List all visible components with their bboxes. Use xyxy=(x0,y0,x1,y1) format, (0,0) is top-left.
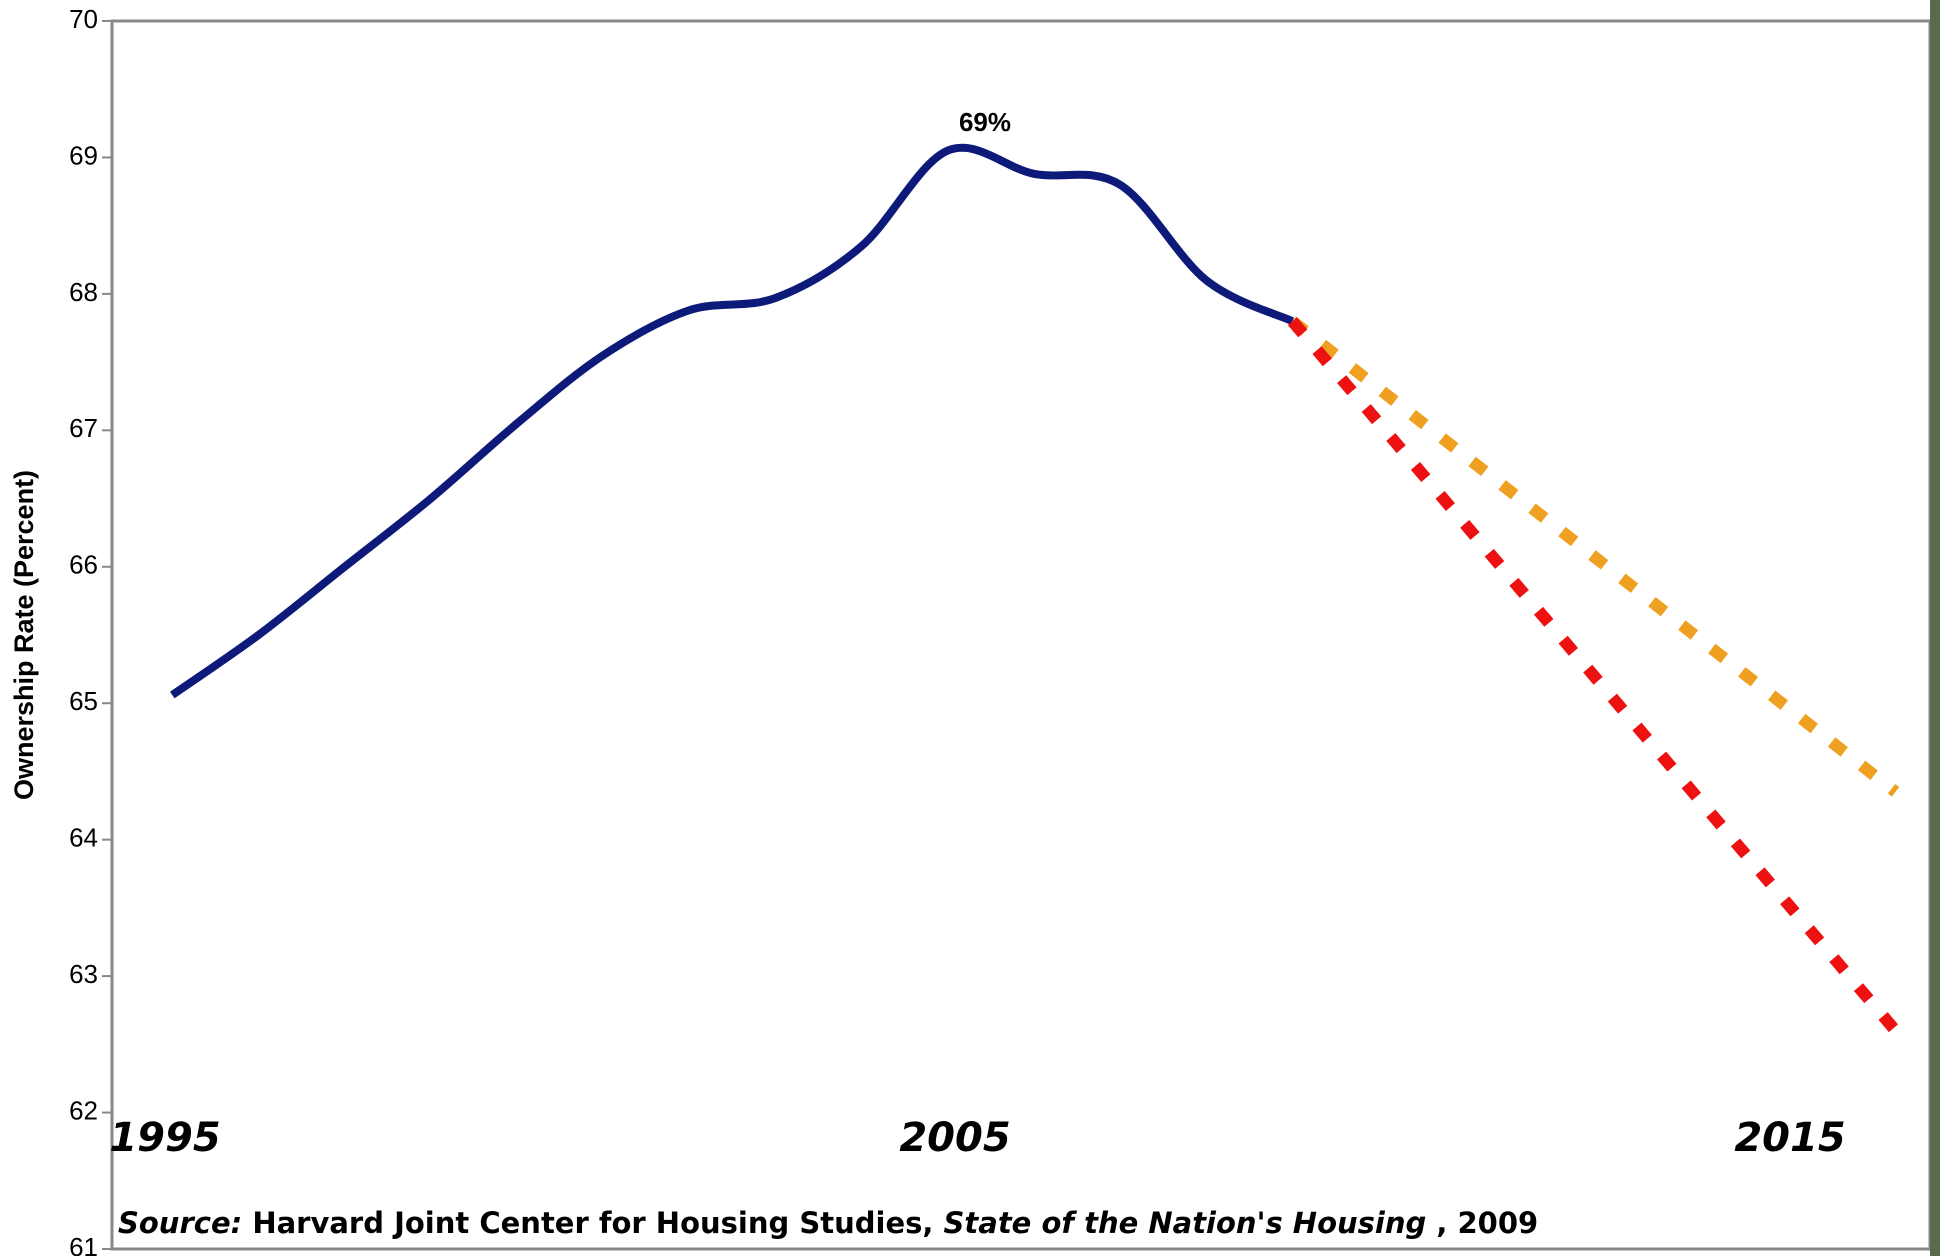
source-title: State of the Nation's Housing xyxy=(944,1206,1427,1240)
projection-line xyxy=(1287,317,1901,1035)
y-axis-label: Ownership Rate (Percent) xyxy=(9,470,39,800)
y-tick-label: 61 xyxy=(69,1232,98,1256)
y-tick-label: 64 xyxy=(69,823,98,853)
year-label: 2005 xyxy=(899,1115,1010,1161)
right-edge xyxy=(1930,0,1940,1256)
plot-area xyxy=(110,19,1932,1251)
peak-label: 69% xyxy=(959,107,1011,137)
y-tick-label: 69 xyxy=(69,140,98,170)
y-tick-label: 66 xyxy=(69,550,98,580)
source-note: Source: Harvard Joint Center for Housing… xyxy=(118,1206,1538,1240)
projection-line xyxy=(1288,316,1900,797)
source-org: Harvard Joint Center for Housing Studies… xyxy=(242,1206,943,1240)
y-tick-label: 62 xyxy=(69,1095,98,1125)
y-tick-label: 67 xyxy=(69,413,98,443)
y-tick-label: 70 xyxy=(69,4,98,34)
y-tick-label: 63 xyxy=(69,959,98,989)
source-lead: Source: xyxy=(118,1206,242,1240)
year-label: 2015 xyxy=(1734,1115,1845,1161)
data-line xyxy=(170,143,1295,699)
source-year: , 2009 xyxy=(1426,1206,1538,1240)
y-tick-label: 68 xyxy=(69,277,98,307)
y-tick-label: 65 xyxy=(69,686,98,716)
year-label: 1995 xyxy=(109,1115,220,1161)
